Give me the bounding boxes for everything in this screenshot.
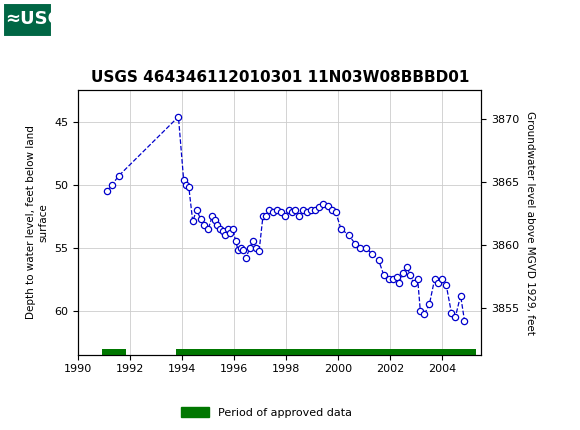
Bar (3, 3, 52, 37)
Y-axis label: Depth to water level, feet below land
surface: Depth to water level, feet below land su… (26, 126, 49, 319)
Legend: Period of approved data: Period of approved data (177, 403, 357, 422)
Y-axis label: Groundwater level above MGVD 1929, feet: Groundwater level above MGVD 1929, feet (525, 111, 535, 335)
Title: USGS 464346112010301 11N03W08BBBD01: USGS 464346112010301 11N03W08BBBD01 (90, 70, 469, 85)
Text: ≈USGS: ≈USGS (5, 10, 75, 28)
